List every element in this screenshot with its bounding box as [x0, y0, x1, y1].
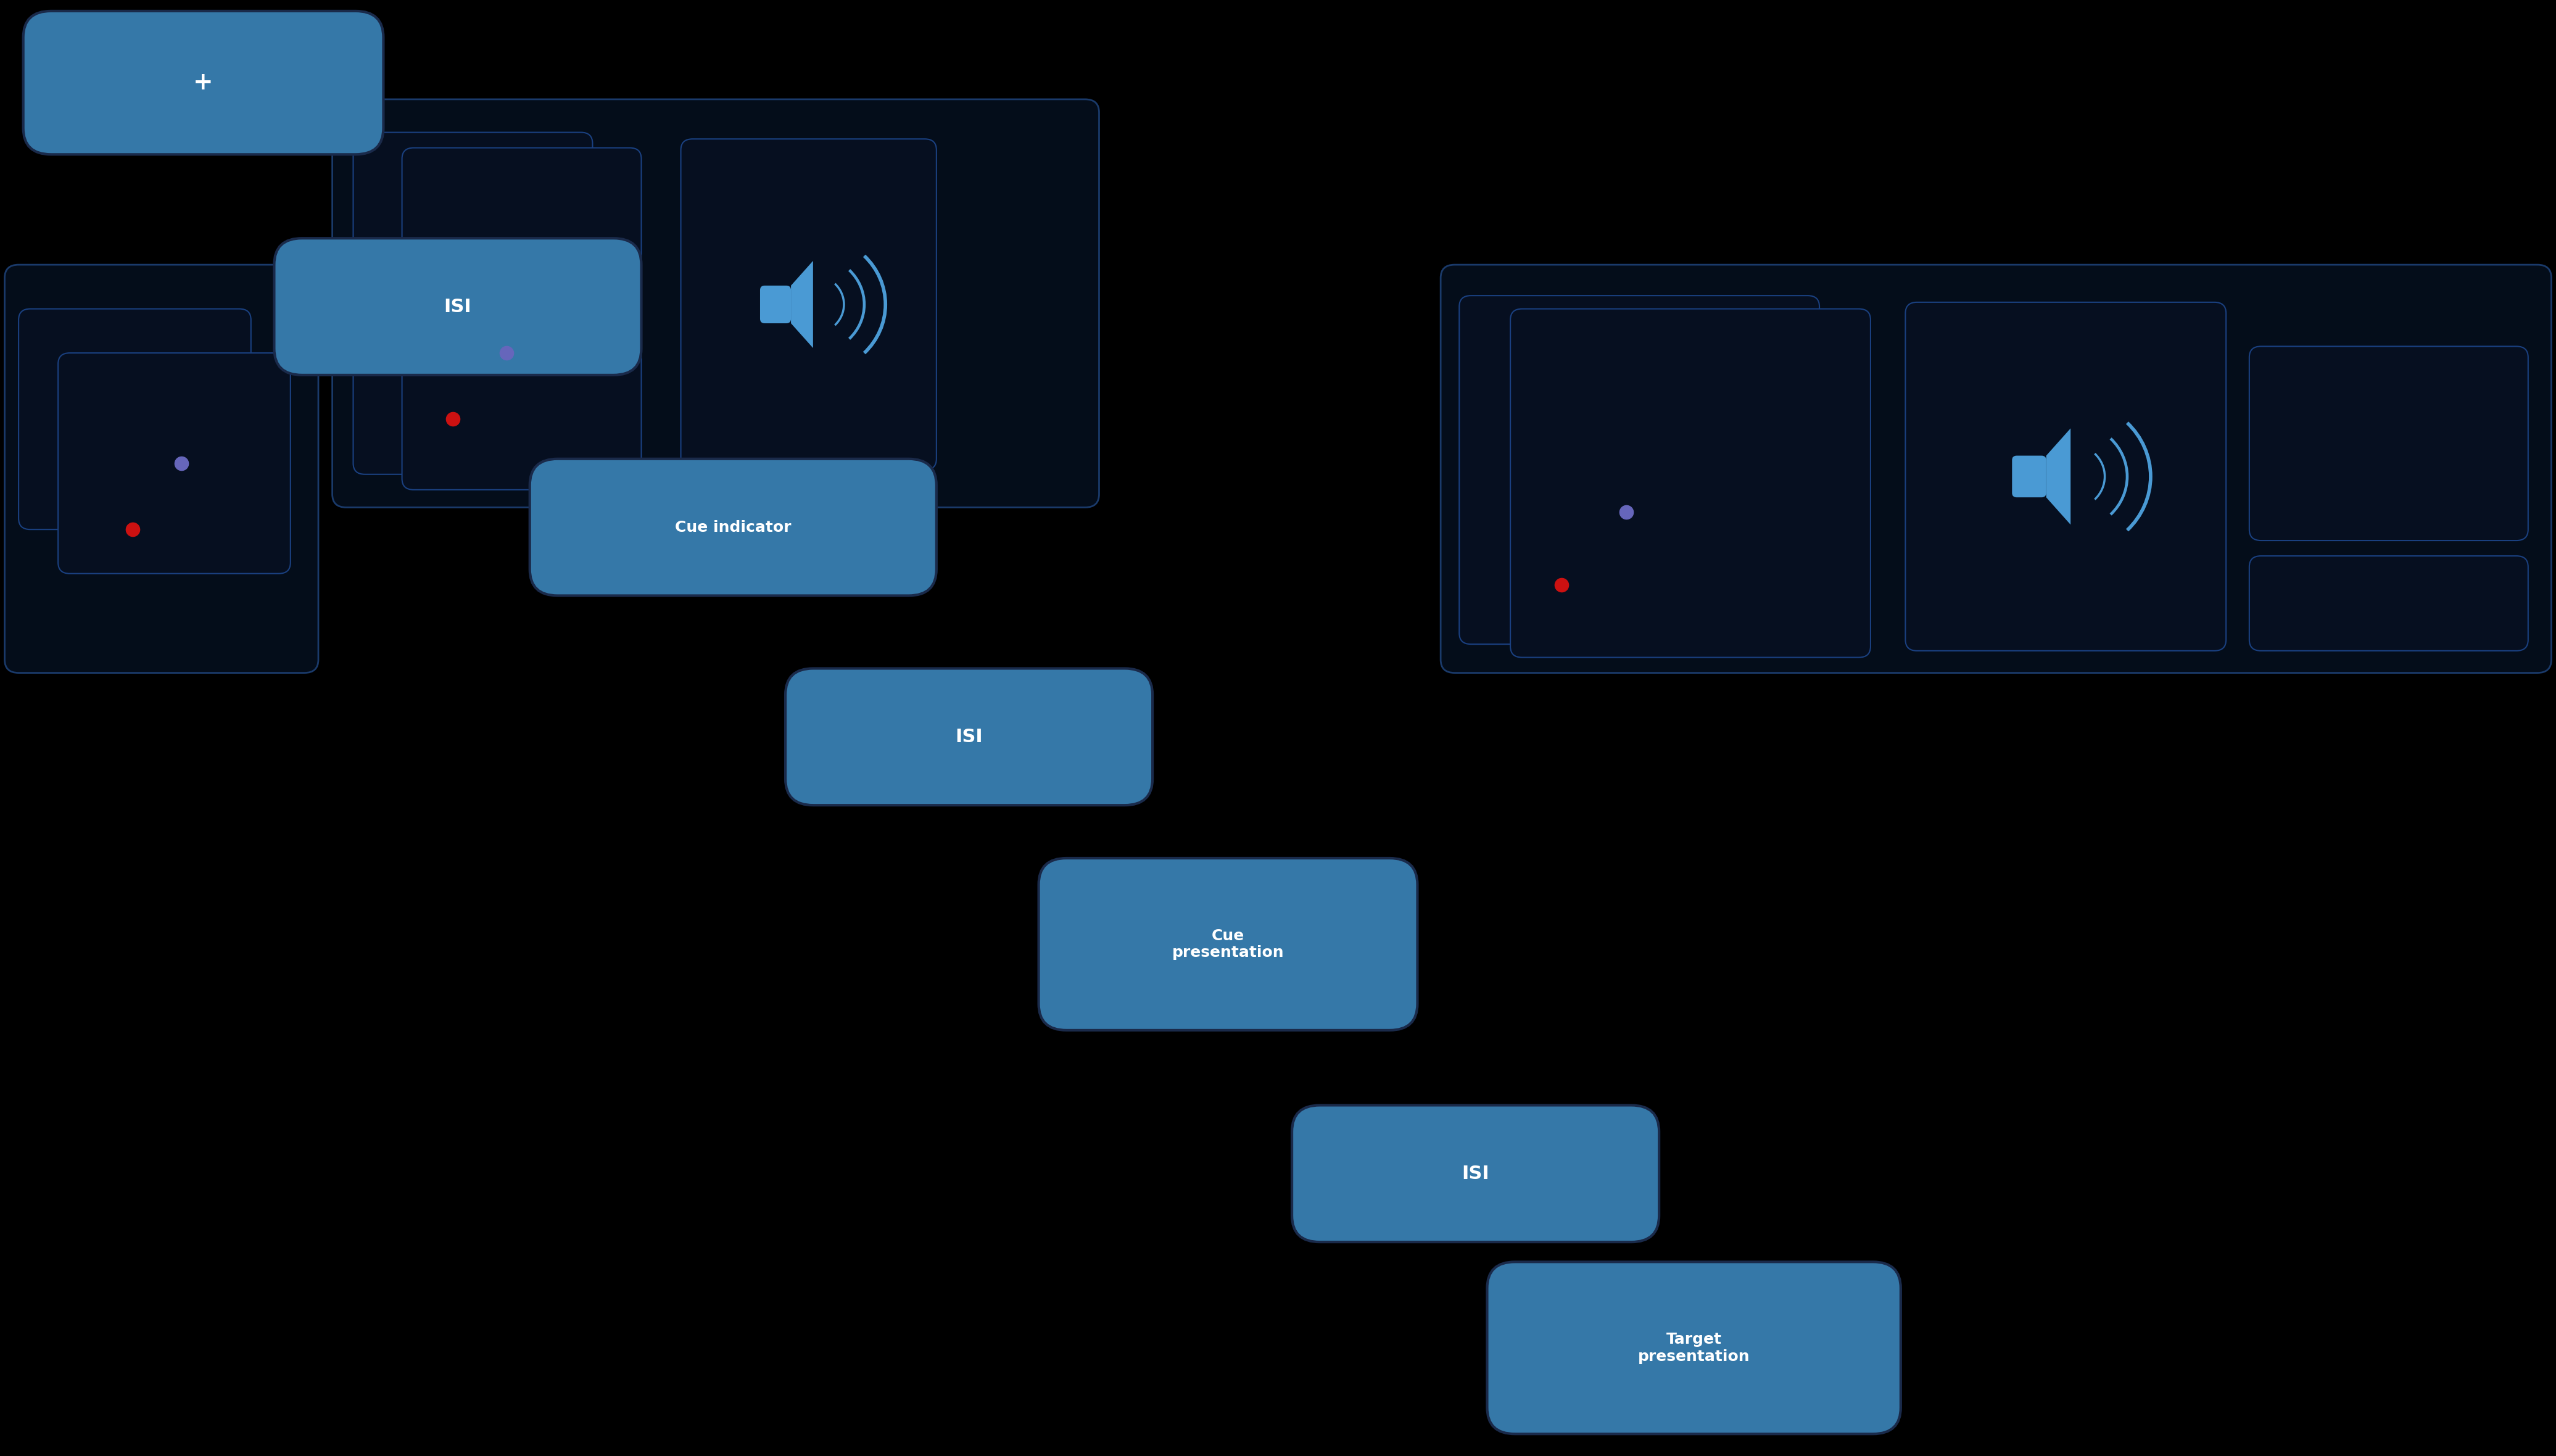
- FancyBboxPatch shape: [2249, 556, 2528, 651]
- Text: ISI: ISI: [956, 728, 982, 745]
- Text: Cue indicator: Cue indicator: [675, 520, 792, 534]
- FancyBboxPatch shape: [1459, 296, 1820, 644]
- FancyBboxPatch shape: [59, 352, 291, 574]
- FancyBboxPatch shape: [785, 668, 1153, 805]
- FancyBboxPatch shape: [759, 285, 790, 323]
- FancyBboxPatch shape: [401, 149, 642, 489]
- FancyBboxPatch shape: [2012, 456, 2047, 498]
- FancyBboxPatch shape: [332, 99, 1099, 507]
- FancyBboxPatch shape: [23, 12, 383, 154]
- FancyBboxPatch shape: [1511, 309, 1871, 658]
- FancyBboxPatch shape: [1488, 1262, 1902, 1434]
- FancyBboxPatch shape: [529, 459, 935, 596]
- FancyBboxPatch shape: [273, 239, 642, 376]
- FancyBboxPatch shape: [18, 309, 250, 530]
- Polygon shape: [2047, 428, 2070, 524]
- Text: +: +: [194, 71, 212, 95]
- FancyBboxPatch shape: [5, 265, 320, 673]
- FancyBboxPatch shape: [1291, 1105, 1659, 1242]
- FancyBboxPatch shape: [353, 132, 593, 475]
- Polygon shape: [790, 261, 813, 348]
- Text: Cue
presentation: Cue presentation: [1173, 929, 1283, 960]
- Text: ISI: ISI: [1462, 1165, 1490, 1182]
- FancyBboxPatch shape: [2249, 347, 2528, 540]
- FancyBboxPatch shape: [1442, 265, 2551, 673]
- Text: ISI: ISI: [445, 297, 470, 316]
- FancyBboxPatch shape: [1038, 858, 1419, 1031]
- FancyBboxPatch shape: [680, 138, 935, 470]
- FancyBboxPatch shape: [1904, 303, 2226, 651]
- Text: Target
presentation: Target presentation: [1638, 1332, 1751, 1364]
